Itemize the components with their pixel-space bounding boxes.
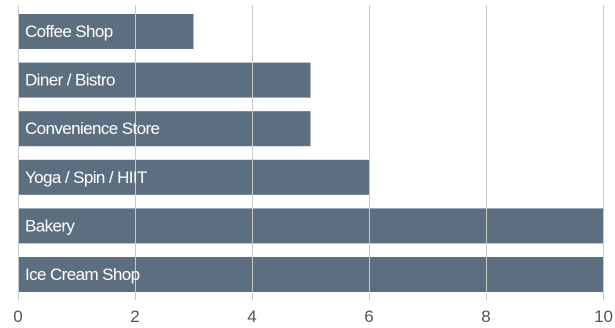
- bar-diner-bistro: [18, 62, 311, 98]
- grid-layer: [18, 5, 604, 300]
- bar-label-coffee-shop: Coffee Shop: [25, 22, 113, 41]
- x-tick-label-8: 8: [481, 307, 490, 326]
- bar-coffee-shop: [18, 14, 194, 49]
- bar-label-yoga-spin-hiit: Yoga / Spin / HIIT: [25, 168, 147, 187]
- bar-bakery: [18, 208, 603, 244]
- bar-label-diner-bistro: Diner / Bistro: [25, 71, 115, 90]
- x-tick-label-2: 2: [130, 307, 139, 326]
- bar-labels-layer: Coffee Shop Diner / Bistro Convenience Sto…: [25, 22, 160, 284]
- bar-yoga-spin-hiit: [18, 159, 369, 195]
- bar-label-bakery: Bakery: [25, 216, 75, 235]
- bars-layer: [18, 14, 603, 292]
- bar-label-convenience-store: Convenience Store: [25, 119, 160, 138]
- x-tick-label-0: 0: [13, 307, 22, 326]
- bar-convenience-store: [18, 111, 311, 147]
- x-tick-label-4: 4: [247, 307, 256, 326]
- x-axis: 0 2 4 6 8 10: [13, 307, 613, 326]
- x-tick-label-10: 10: [594, 307, 613, 326]
- bar-ice-cream-shop: [18, 257, 603, 292]
- bar-label-ice-cream-shop: Ice Cream Shop: [25, 265, 140, 284]
- x-tick-label-6: 6: [364, 307, 373, 326]
